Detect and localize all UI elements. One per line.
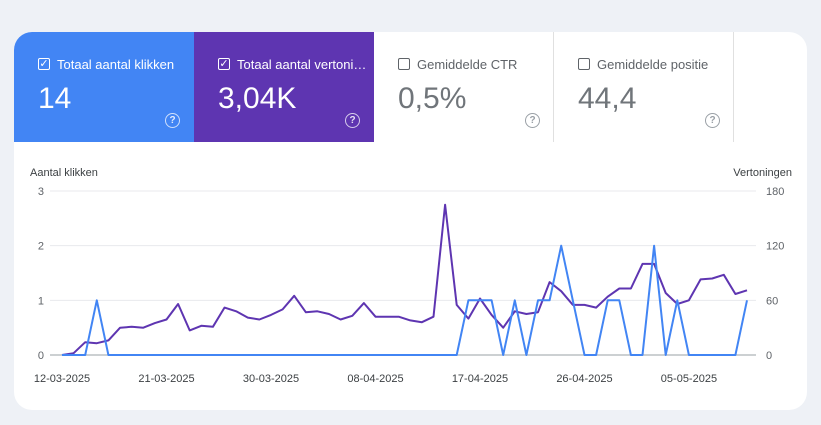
- y-left-tick-label: 0: [38, 350, 44, 362]
- x-tick-label: 21-03-2025: [138, 373, 194, 385]
- metric-tiles: ✓ Totaal aantal klikken 14 ? ✓ Totaal aa…: [14, 32, 734, 142]
- tile-value: 44,4: [578, 82, 637, 115]
- x-tick-label: 12-03-2025: [34, 373, 90, 385]
- help-icon[interactable]: ?: [165, 113, 180, 128]
- y-left-tick-label: 3: [38, 186, 44, 198]
- x-tick-label: 30-03-2025: [243, 373, 299, 385]
- tile-average-position[interactable]: Gemiddelde positie 44,4 ?: [554, 32, 734, 142]
- y-left-tick-label: 1: [38, 295, 44, 307]
- performance-card: ✓ Totaal aantal klikken 14 ? ✓ Totaal aa…: [14, 32, 807, 410]
- y-right-tick-label: 60: [766, 295, 778, 307]
- series-line-impressions: [61, 203, 748, 356]
- x-tick-label: 08-04-2025: [347, 373, 403, 385]
- line-chart: 0 1 2 3 0 60 120 180 12-03-2025 21-03-2025 30-03-2…: [34, 186, 785, 385]
- y-left-tick-label: 2: [38, 241, 44, 253]
- checkbox-total-clicks[interactable]: ✓: [38, 58, 50, 70]
- x-tick-label: 05-05-2025: [661, 373, 717, 385]
- help-icon[interactable]: ?: [345, 113, 360, 128]
- tile-value: 14: [38, 82, 72, 115]
- tile-value: 3,04K: [218, 82, 297, 115]
- x-tick-label: 17-04-2025: [452, 373, 508, 385]
- y-right-tick-label: 180: [766, 186, 784, 198]
- tile-total-impressions[interactable]: ✓ Totaal aantal vertoningen 3,04K ?: [194, 32, 374, 142]
- y-right-tick-label: 0: [766, 350, 772, 362]
- y-axis-right-title: Vertoningen: [733, 167, 792, 179]
- checkbox-total-impressions[interactable]: ✓: [218, 58, 230, 70]
- y-axis-left-title: Aantal klikken: [30, 167, 98, 179]
- y-right-tick-label: 120: [766, 241, 784, 253]
- tile-total-clicks[interactable]: ✓ Totaal aantal klikken 14 ?: [14, 32, 194, 142]
- series-line-clicks: [62, 244, 748, 356]
- help-icon[interactable]: ?: [525, 113, 540, 128]
- checkbox-average-ctr[interactable]: [398, 58, 410, 70]
- tile-value: 0,5%: [398, 82, 467, 115]
- tile-average-ctr[interactable]: Gemiddelde CTR 0,5% ?: [374, 32, 554, 142]
- checkbox-average-position[interactable]: [578, 58, 590, 70]
- x-tick-label: 26-04-2025: [556, 373, 612, 385]
- help-icon[interactable]: ?: [705, 113, 720, 128]
